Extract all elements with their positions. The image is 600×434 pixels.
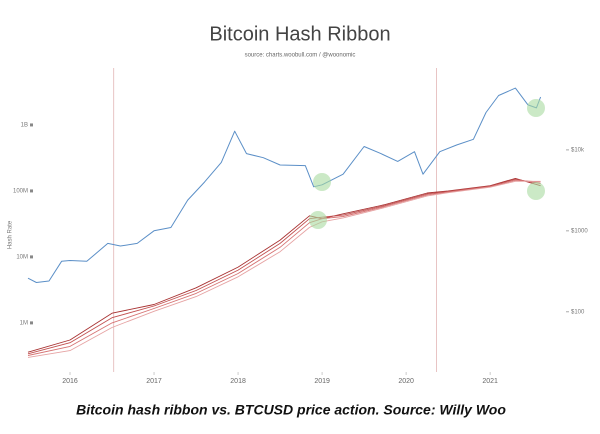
y-tick <box>30 189 33 193</box>
highlight-circle <box>527 182 545 200</box>
y-tick <box>30 321 33 325</box>
caption: Bitcoin hash ribbon vs. BTCUSD price act… <box>76 402 506 418</box>
series-line <box>27 87 542 283</box>
y-tick-label: 10M <box>16 254 28 260</box>
y2-tick-label: $10k <box>571 147 585 153</box>
x-tick-label: 2019 <box>314 378 330 385</box>
x-tick-label: 2018 <box>230 378 246 385</box>
x-tick-label: 2017 <box>146 378 162 385</box>
y-axis-title: Hash Rate <box>8 220 14 249</box>
y-tick-label: 1B <box>21 123 28 129</box>
highlight-circle <box>313 173 331 191</box>
x-tick-label: 2020 <box>398 378 414 385</box>
x-tick-label: 2016 <box>62 378 78 385</box>
highlight-circle <box>527 99 545 117</box>
y-tick <box>30 123 33 127</box>
y2-tick-label: $100 <box>571 309 585 315</box>
y2-tick-label: $1000 <box>571 228 588 234</box>
highlight-circle <box>309 211 327 229</box>
y-tick-label: 1M <box>20 320 28 326</box>
x-tick-label: 2021 <box>482 378 498 385</box>
y-tick-label: 100M <box>13 189 28 195</box>
highlights <box>309 99 545 229</box>
y-tick <box>30 255 33 259</box>
chart-subtitle: source: charts.woobull.com / @woonomic <box>245 53 356 59</box>
chart-title: Bitcoin Hash Ribbon <box>209 23 390 45</box>
